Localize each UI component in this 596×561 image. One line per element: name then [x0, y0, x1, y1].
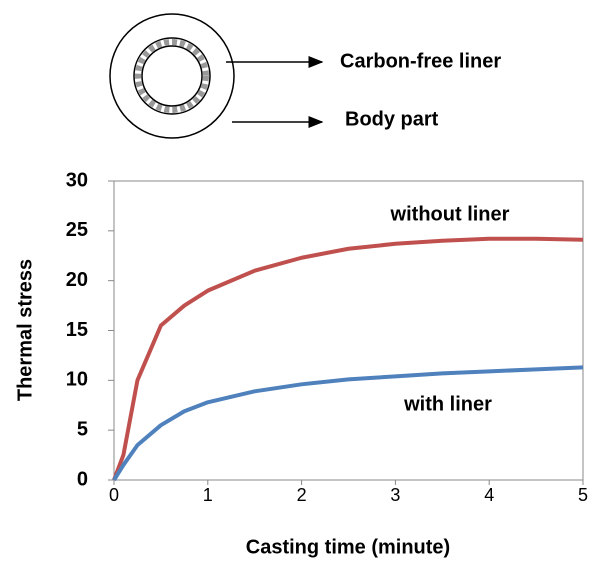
y-tick-label: 10 — [66, 369, 88, 391]
diagram-label: Body part — [345, 108, 439, 130]
y-tick-label: 25 — [66, 219, 88, 241]
series-label: with liner — [403, 393, 492, 415]
line — [112, 236, 584, 481]
x-tick-label: 4 — [484, 485, 494, 505]
x-tick-label: 2 — [297, 485, 307, 505]
y-tick-label: 5 — [77, 418, 88, 440]
line — [112, 365, 584, 482]
plot-frame — [113, 180, 584, 481]
x-axis-label: Casting time (minute) — [246, 536, 450, 558]
diagram-label: Carbon-free liner — [340, 50, 501, 72]
liner-outer — [133, 37, 211, 115]
liner-inner — [141, 45, 203, 107]
y-axis-label: Thermal stress — [14, 259, 36, 401]
y-tick-label: 30 — [66, 169, 88, 191]
series-label: without liner — [390, 203, 510, 225]
liner-hatch — [135, 39, 209, 113]
x-tick-label: 3 — [390, 485, 400, 505]
y-tick-label: 15 — [66, 319, 88, 341]
x-tick-label: 1 — [203, 485, 213, 505]
pipe-diagram: Carbon-free liner Body part — [109, 13, 501, 139]
y-tick-label: 20 — [66, 269, 88, 291]
y-tick-label: 0 — [77, 468, 88, 490]
outer-circle — [109, 13, 235, 139]
x-tick-label: 0 — [109, 485, 119, 505]
x-tick-label: 5 — [578, 485, 588, 505]
